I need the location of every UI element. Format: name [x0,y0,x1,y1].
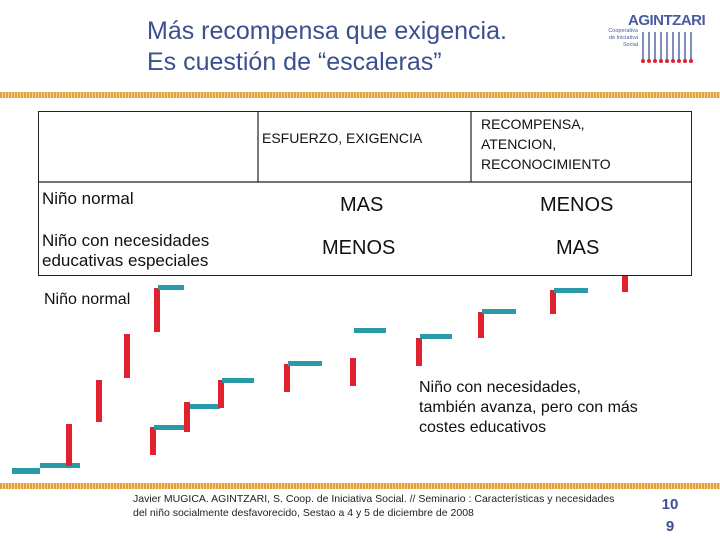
slide-title: Más recompensa que exigencia. Es cuestió… [147,16,507,78]
normal-riser-2 [96,380,102,422]
cell-normal-effort: MAS [340,194,384,216]
cell-special-reward: MAS [556,237,600,259]
page-number-line-2: 9 [665,518,675,535]
logo-name: AGINTZARI [628,12,706,29]
label-normal-child: Niño normal [44,291,131,308]
header-reward: RECOMPENSA, ATENCION, RECONOCIMIENTO [481,116,611,172]
normal-riser-4 [154,288,160,332]
footer-citation: Javier MUGICA. AGINTZARI, S. Coop. de In… [133,493,615,519]
page-number: 10 9 [650,494,690,538]
header-effort: ESFUERZO, EXIGENCIA [262,130,423,146]
title-line-1: Más recompensa que exigencia. [147,17,507,45]
top-divider [0,92,720,98]
row-label-special: Niño con necesidades educativas especial… [42,231,210,270]
title-line-2: Es cuestión de “escaleras” [147,48,442,76]
logo-subtitle: Cooperativa de Iniciativa Social [608,28,638,48]
cell-normal-reward: MENOS [540,194,614,216]
cell-special-effort: MENOS [322,237,396,259]
logo-mark-icon [641,32,693,63]
normal-step-1 [40,463,80,468]
agintzari-logo: AGINTZARI Cooperativa de Iniciativa Soci… [600,12,706,72]
row-label-normal: Niño normal [42,189,134,208]
special-stairs [12,276,628,474]
stairs-diagram [12,276,628,474]
comparison-table [38,111,692,276]
normal-stairs [40,285,184,468]
normal-step-top [158,285,184,290]
label-special-child: Niño con necesidades, también avanza, pe… [419,379,638,436]
special-step-1 [12,468,40,474]
bottom-divider [0,483,720,489]
normal-riser-3 [124,334,130,378]
page-number-line-1: 10 [661,496,679,513]
normal-riser-1 [66,424,72,466]
